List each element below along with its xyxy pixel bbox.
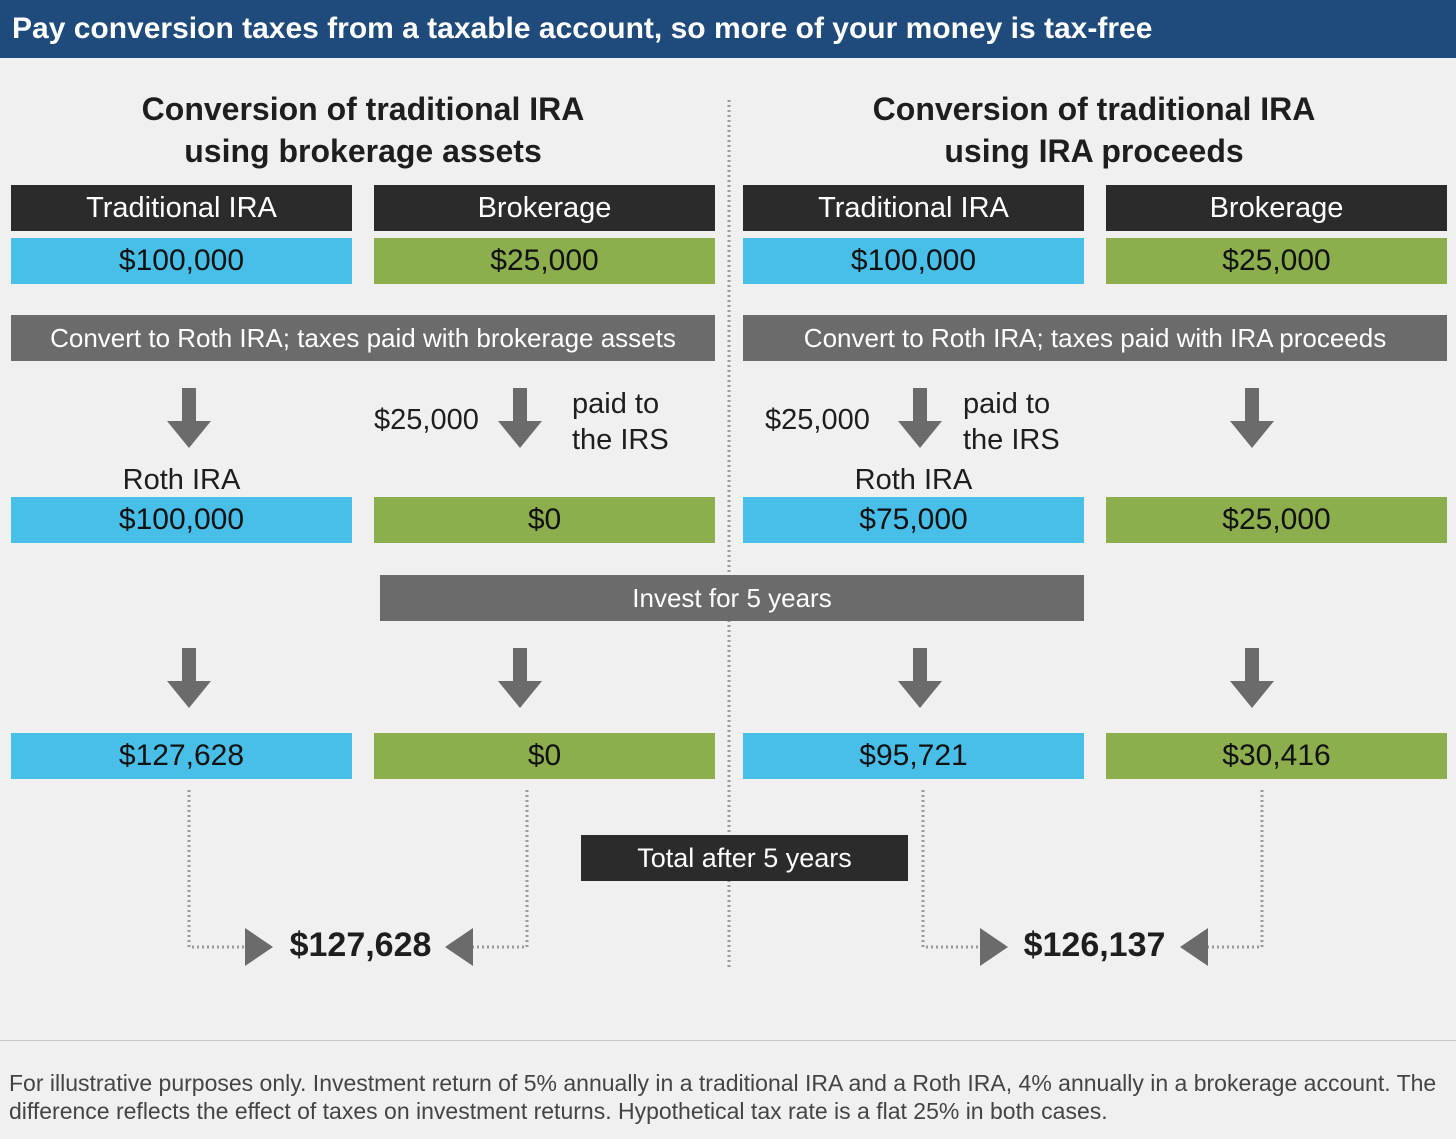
arrow-down-icon: [898, 648, 942, 708]
connector-lines: [187, 100, 1264, 970]
arrow-down-icon: [1230, 648, 1274, 708]
left-convert-banner: Convert to Roth IRA; taxes paid with bro…: [11, 315, 715, 361]
right-heading-line1: Conversion of traditional IRA: [872, 91, 1316, 127]
triangle-left-icon: [1180, 928, 1208, 966]
page-title: Pay conversion taxes from a taxable acco…: [0, 0, 1456, 58]
right-paid-line1: paid to: [963, 388, 1051, 420]
left-paid-line1: paid to: [572, 388, 660, 420]
left-heading: Conversion of traditional IRA using brok…: [10, 88, 716, 172]
left-heading-line1: Conversion of traditional IRA: [141, 91, 585, 127]
left-brokerage-start: $25,000: [374, 238, 715, 284]
arrow-down-icon: [167, 388, 211, 448]
right-brokerage-after: $25,000: [1106, 497, 1447, 543]
right-brokerage-header: Brokerage: [1106, 185, 1447, 231]
right-ira-connector: [921, 790, 980, 949]
right-total: $126,137: [1023, 926, 1166, 964]
triangle-left-icon: [445, 928, 473, 966]
left-heading-line2: using brokerage assets: [184, 133, 542, 169]
left-brokerage-connector: [473, 790, 529, 949]
left-roth-ira-after: $100,000: [11, 497, 352, 543]
arrow-down-icon: [498, 388, 542, 448]
left-brokerage-after: $0: [374, 497, 715, 543]
total-banner: Total after 5 years: [581, 835, 908, 881]
arrow-down-icon: [1230, 388, 1274, 448]
triangle-right-icon: [245, 928, 273, 966]
right-convert-banner: Convert to Roth IRA; taxes paid with IRA…: [743, 315, 1447, 361]
left-traditional-ira-start: $100,000: [11, 238, 352, 284]
right-heading: Conversion of traditional IRA using IRA …: [742, 88, 1446, 172]
left-roth-ira-label: Roth IRA: [122, 464, 241, 496]
left-paid-line2: the IRS: [572, 424, 669, 456]
right-traditional-ira-header: Traditional IRA: [743, 185, 1084, 231]
right-paid-line2: the IRS: [963, 424, 1060, 456]
right-roth-ira-label: Roth IRA: [854, 464, 973, 496]
left-brokerage-final: $0: [374, 733, 715, 779]
right-roth-ira-after: $75,000: [743, 497, 1084, 543]
left-ira-connector: [187, 790, 245, 949]
left-traditional-ira-header: Traditional IRA: [11, 185, 352, 231]
right-brokerage-connector: [1208, 790, 1264, 949]
triangle-right-icon: [980, 928, 1008, 966]
invest-banner: Invest for 5 years: [380, 575, 1084, 621]
right-traditional-ira-start: $100,000: [743, 238, 1084, 284]
arrow-down-icon: [898, 388, 942, 448]
left-brokerage-header: Brokerage: [374, 185, 715, 231]
right-tax-amount: $25,000: [765, 404, 870, 436]
right-ira-final: $95,721: [743, 733, 1084, 779]
left-tax-amount: $25,000: [374, 404, 479, 436]
right-paid-to-irs: paid to the IRS: [963, 386, 1060, 458]
right-brokerage-final: $30,416: [1106, 733, 1447, 779]
footnote: For illustrative purposes only. Investme…: [0, 1040, 1456, 1139]
arrow-down-icon: [167, 648, 211, 708]
right-heading-line2: using IRA proceeds: [944, 133, 1244, 169]
left-ira-final: $127,628: [11, 733, 352, 779]
arrow-down-icon: [498, 648, 542, 708]
right-brokerage-start: $25,000: [1106, 238, 1447, 284]
left-total: $127,628: [289, 926, 432, 964]
left-paid-to-irs: paid to the IRS: [572, 386, 669, 458]
